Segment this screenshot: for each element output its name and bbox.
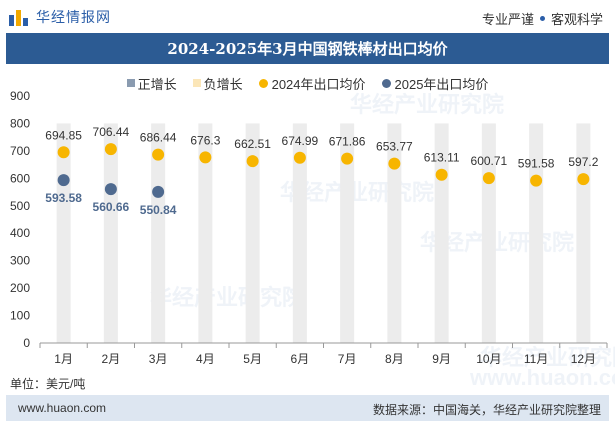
data-label-2025-3: 550.84 bbox=[140, 203, 177, 217]
data-label-2024-10: 600.71 bbox=[471, 154, 508, 168]
column-bg-4 bbox=[198, 123, 213, 343]
legend-label-increase: 正增长 bbox=[137, 76, 177, 92]
column-bg-3 bbox=[151, 123, 166, 343]
data-label-2024-3: 686.44 bbox=[140, 131, 177, 145]
x-tick-label-5: 5月 bbox=[243, 352, 262, 366]
column-bg-2 bbox=[103, 123, 118, 343]
x-tick-label-1: 1月 bbox=[54, 352, 73, 366]
legend-item-2025[interactable]: 2025年出口均价 bbox=[381, 74, 489, 93]
slogan-dot-icon bbox=[539, 16, 545, 21]
column-bg-8 bbox=[387, 123, 402, 343]
y-tick-label-0: 0 bbox=[23, 336, 30, 350]
column-bg-6 bbox=[292, 123, 307, 343]
point-2024-7 bbox=[341, 152, 354, 165]
data-label-2024-9: 613.11 bbox=[424, 151, 460, 165]
y-tick-label-700: 700 bbox=[10, 144, 30, 158]
x-tick-label-7: 7月 bbox=[338, 352, 357, 366]
point-2024-12 bbox=[577, 173, 590, 186]
data-label-2024-2: 706.44 bbox=[93, 125, 130, 139]
legend-swatch-2025 bbox=[381, 78, 391, 88]
y-tick-label-600: 600 bbox=[10, 171, 30, 185]
point-2025-1 bbox=[57, 174, 70, 187]
y-axis: 0 100 200 300 400 500 600 700 800 900 bbox=[10, 89, 30, 350]
point-2024-1 bbox=[57, 146, 70, 159]
brand-logo-icon bbox=[9, 10, 28, 26]
legend-label-2024: 2024年出口均价 bbox=[271, 76, 366, 92]
point-2024-8 bbox=[388, 157, 401, 170]
watermark-url: www.huaon.com bbox=[469, 365, 615, 390]
slogan-left: 专业严谨 bbox=[481, 12, 534, 27]
brand-name: 华经情报网 bbox=[36, 9, 111, 25]
point-2024-4 bbox=[199, 151, 212, 164]
point-2025-2 bbox=[104, 183, 117, 196]
data-label-2025-2: 560.66 bbox=[93, 200, 130, 214]
x-tick-label-6: 6月 bbox=[291, 352, 310, 366]
x-tick-label-12: 12月 bbox=[571, 352, 596, 366]
y-tick-label-900: 900 bbox=[10, 89, 30, 103]
legend-swatch-decrease bbox=[192, 79, 201, 87]
legend-label-2025: 2025年出口均价 bbox=[394, 76, 489, 92]
x-tick-label-3: 3月 bbox=[149, 352, 168, 366]
point-2025-3 bbox=[152, 185, 165, 198]
x-tick-label-10: 10月 bbox=[476, 352, 501, 366]
point-2024-3 bbox=[152, 148, 165, 161]
legend-item-increase[interactable]: 正增长 bbox=[126, 74, 177, 93]
data-label-2024-12: 597.2 bbox=[568, 155, 598, 169]
legend-swatch-2024 bbox=[258, 78, 268, 88]
data-label-2024-5: 662.51 bbox=[234, 137, 271, 151]
unit-label: 单位：美元/吨 bbox=[10, 377, 86, 391]
watermark-text-4: 华经产业研究院 bbox=[480, 345, 615, 370]
point-2024-11 bbox=[530, 174, 543, 187]
y-tick-label-400: 400 bbox=[10, 226, 30, 240]
y-tick-label-200: 200 bbox=[10, 281, 30, 295]
legend-item-2024[interactable]: 2024年出口均价 bbox=[258, 74, 366, 93]
data-label-2024-7: 671.86 bbox=[329, 135, 366, 149]
column-bg-5 bbox=[245, 123, 260, 343]
brand[interactable]: 华经情报网 bbox=[8, 6, 111, 28]
point-2024-10 bbox=[482, 172, 495, 185]
column-bg-7 bbox=[340, 123, 355, 343]
data-label-2025-1: 593.58 bbox=[45, 191, 82, 205]
legend-swatch-increase bbox=[126, 79, 135, 87]
point-2024-6 bbox=[293, 151, 306, 164]
footer-website[interactable]: www.huaon.com bbox=[18, 401, 107, 415]
data-label-2024-1: 694.85 bbox=[45, 128, 82, 142]
header: 华经情报网 专业严谨 客观科学 bbox=[0, 0, 615, 32]
x-tick-label-4: 4月 bbox=[196, 352, 215, 366]
x-tick-label-8: 8月 bbox=[385, 352, 404, 366]
x-tick-label-2: 2月 bbox=[102, 352, 121, 366]
legend: 正增长 负增长 2024年出口均价 2025年出口均价 bbox=[0, 73, 615, 93]
watermarks: 华经产业研究院华经产业研究院华经产业研究院华经产业研究院华经产业研究院www.h… bbox=[150, 92, 615, 390]
point-2024-9 bbox=[435, 168, 448, 181]
data-label-2024-8: 653.77 bbox=[376, 140, 413, 154]
slogan: 专业严谨 客观科学 bbox=[482, 9, 603, 28]
x-axis: 1月 2月 3月 4月 5月 6月 7月 8月 9月 10月 11月 12月 bbox=[39, 342, 608, 366]
chart-title: 2024-2025年3月中国钢铁棒材出口均价 bbox=[167, 40, 448, 58]
legend-label-decrease: 负增长 bbox=[203, 76, 243, 92]
y-tick-label-300: 300 bbox=[10, 254, 30, 268]
footer: www.huaon.com 数据来源：中国海关，华经产业研究院整理 bbox=[6, 395, 609, 421]
data-label-2024-4: 676.3 bbox=[190, 133, 220, 147]
data-label-2024-11: 591.58 bbox=[518, 157, 555, 171]
y-tick-label-500: 500 bbox=[10, 199, 30, 213]
x-tick-label-9: 9月 bbox=[432, 352, 451, 366]
footer-source: 数据来源：中国海关，华经产业研究院整理 bbox=[372, 403, 601, 417]
x-tick-label-11: 11月 bbox=[524, 352, 548, 366]
series: 694.85 706.44 686.44 676.3 662.51 674.99 671.8… bbox=[45, 125, 598, 217]
watermark-text-2: 华经产业研究院 bbox=[150, 285, 304, 310]
data-label-2024-6: 674.99 bbox=[282, 134, 319, 148]
slogan-right: 客观科学 bbox=[550, 12, 603, 27]
point-2024-2 bbox=[104, 143, 117, 156]
legend-item-decrease[interactable]: 负增长 bbox=[192, 74, 243, 93]
y-tick-label-100: 100 bbox=[10, 309, 30, 323]
watermark-text-0: 华经产业研究院 bbox=[350, 92, 504, 117]
title-bar: 2024-2025年3月中国钢铁棒材出口均价 bbox=[6, 33, 609, 64]
point-2024-5 bbox=[246, 155, 259, 168]
y-tick-label-800: 800 bbox=[10, 116, 30, 130]
